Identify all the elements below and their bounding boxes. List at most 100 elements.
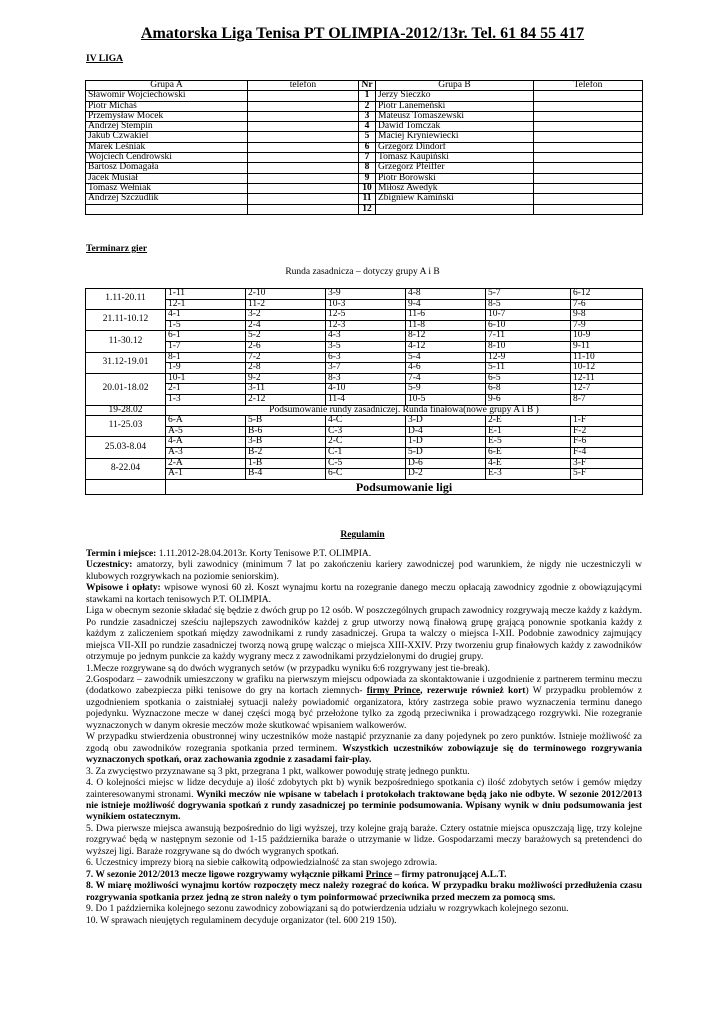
match-pairing: 11-10 — [570, 351, 643, 364]
player-row: Andrzej Stempin 4 Dawid Tomczak — [85, 121, 643, 133]
column-header: Grupa A — [85, 79, 248, 92]
match-pairing: 1-7 — [165, 340, 246, 353]
player-row: Tomasz Wełniak 10 Miłosz Awedyk — [85, 182, 643, 195]
group-a-player: Tomasz Wełniak — [85, 182, 248, 195]
group-a-player: Piotr Michaś — [85, 100, 248, 112]
group-b-player: Tomasz Kaupiński — [375, 152, 534, 164]
match-pairing: 4-1 — [165, 309, 246, 321]
phone-a — [247, 141, 359, 154]
match-pairing: 5-9 — [405, 383, 486, 395]
match-pairing: 3-9 — [325, 288, 406, 300]
match-pairing: E-1 — [485, 425, 571, 438]
match-pairing: A-5 — [165, 425, 246, 438]
group-b-player: Piotr Lanemeński — [375, 100, 534, 112]
phone-a — [247, 203, 359, 215]
schedule-row: 12-1 11-2 10-3 9-4 8-5 7-6 — [86, 298, 643, 311]
match-pairing: 3-7 — [325, 362, 406, 374]
schedule-heading: Terminarz gier — [86, 244, 148, 254]
match-pairing: 4-3 — [325, 330, 406, 342]
phone-b — [533, 90, 643, 102]
match-pairing: 8-12 — [405, 330, 486, 342]
match-pairing: 1-D — [405, 436, 486, 448]
schedule-row: 31.12-19.01 8-1 7-2 6-3 5-4 12-9 11-10 — [85, 351, 643, 374]
player-number: 10 — [358, 182, 376, 195]
phone-a — [247, 182, 359, 195]
player-row: 12 — [85, 203, 643, 215]
phone-b — [533, 203, 643, 215]
match-pairing: 10-9 — [570, 330, 643, 342]
round-dates: 25.03-8.04 — [85, 436, 166, 459]
group-a-player: Przemysław Mocek — [85, 110, 248, 123]
match-pairing: C-1 — [325, 446, 406, 459]
text-run: 6. Uczestnicy imprezy biorą na siebie ca… — [86, 858, 438, 869]
match-pairing: B-2 — [245, 446, 326, 459]
phone-a — [247, 193, 359, 205]
phone-a — [247, 162, 359, 174]
schedule-subtitle: Runda zasadnicza – dotyczy grupy A i B — [285, 267, 440, 277]
text-run: Termin i miejsce: — [86, 549, 157, 559]
text-run: Prince — [365, 869, 393, 880]
schedule-row: 1-7 2-6 3-5 4-12 8-10 9-11 — [86, 340, 643, 353]
match-pairing: 12-11 — [570, 372, 643, 385]
match-pairing: 12-7 — [570, 383, 643, 395]
match-pairing: A-1 — [165, 468, 246, 480]
match-pairing: 2-8 — [245, 362, 326, 374]
schedule-row: 11-30.12 6-1 5-2 4-3 8-12 7-11 10-9 — [85, 330, 643, 353]
group-a-player: Sławomir Wojciechowski — [85, 90, 248, 102]
phone-a — [247, 90, 359, 102]
player-number: 3 — [358, 110, 376, 123]
player-row: Sławomir Wojciechowski 1 Jerzy Sieczko — [85, 90, 643, 102]
player-number: 5 — [358, 131, 376, 143]
regulamin-paragraph: Wpisowe i opłaty: wpisowe wynosi 60 zł. … — [86, 583, 642, 606]
match-pairing: 2-6 — [245, 340, 326, 353]
round-dates: 20.01-18.02 — [85, 372, 166, 406]
group-b-player: Dawid Tomczak — [375, 121, 534, 133]
player-row: Przemysław Mocek 3 Mateusz Tomaszewski — [85, 110, 643, 123]
group-b-player: Maciej Kryniewiecki — [375, 131, 534, 143]
regulamin-paragraph: Termin i miejsce: 1.11.2012-28.04.2013r.… — [86, 549, 642, 560]
match-pairing: 5-B — [245, 415, 326, 427]
round-summary: Podsumowanie rundy zasadniczej. Runda fi… — [165, 404, 643, 417]
phone-a — [247, 121, 359, 133]
schedule-row: 8-22.04 2-A 1-B C-5 D-6 4-E 3-F — [85, 457, 643, 480]
player-row: Bartosz Domagała 8 Grzegorz Pfeiffer — [85, 162, 643, 174]
match-pairing: F-2 — [570, 425, 643, 438]
match-pairing: 11-6 — [405, 309, 486, 321]
match-pairing: 11-8 — [405, 319, 486, 332]
match-pairing: 3-5 — [325, 340, 406, 353]
group-a-player: Andrzej Szczudlik — [85, 193, 248, 205]
phone-b — [533, 162, 643, 174]
player-number: 4 — [358, 121, 376, 133]
match-pairing: 2-C — [325, 436, 406, 448]
text-run: 10. W sprawach nieujętych regulaminem de… — [86, 915, 397, 926]
phone-b — [533, 193, 643, 205]
regulamin-paragraph: 6. Uczestnicy imprezy biorą na siebie ca… — [86, 858, 642, 869]
text-run: firmy Prince — [366, 686, 421, 697]
schedule-row: A-1 B-4 6-C D-2 E-3 5-F — [86, 468, 643, 480]
regulamin-paragraph: 2.Gospodarz – zawodnik umieszczony w gra… — [86, 675, 642, 732]
group-b-player: Miłosz Awedyk — [375, 182, 534, 195]
match-pairing: 2-1 — [165, 383, 246, 395]
column-header: telefon — [247, 79, 359, 92]
match-pairing: 5-2 — [245, 330, 326, 342]
phone-b — [533, 121, 643, 133]
match-pairing: 11-2 — [245, 298, 326, 311]
regulamin-paragraph: 1.Mecze rozgrywane są do dwóch wygranych… — [86, 664, 642, 675]
match-pairing: D-2 — [405, 468, 486, 480]
match-pairing: 4-6 — [405, 362, 486, 374]
match-pairing: 6-C — [325, 468, 406, 480]
schedule-row: A-5 B-6 C-3 D-4 E-1 F-2 — [86, 425, 643, 438]
regulamin-paragraph: 10. W sprawach nieujętych regulaminem de… — [86, 916, 642, 927]
match-pairing: 4-12 — [405, 340, 486, 353]
match-pairing: 6-8 — [485, 383, 571, 395]
match-pairing: 12-9 — [485, 351, 571, 364]
regulamin-paragraph: 9. Do 1 października kolejnego sezonu za… — [86, 904, 642, 915]
text-run: Wpisowe i opłaty: — [86, 583, 161, 594]
match-pairing: 8-5 — [485, 298, 571, 311]
match-pairing: 12-3 — [325, 319, 406, 332]
player-number: 2 — [358, 100, 376, 112]
group-b-player — [375, 203, 534, 215]
player-number: 6 — [358, 141, 376, 154]
match-pairing: D-6 — [405, 457, 486, 470]
